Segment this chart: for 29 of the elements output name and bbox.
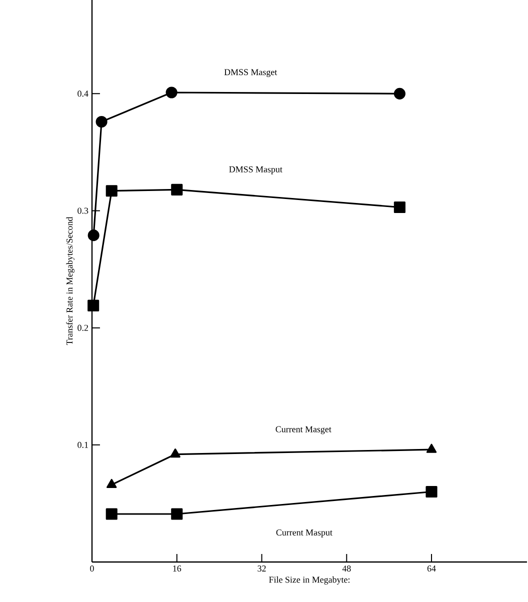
point: [171, 508, 183, 520]
point: [166, 86, 178, 98]
point: [171, 184, 183, 196]
y-tick-label: 0.4: [78, 90, 88, 97]
point: [96, 116, 108, 128]
series-label: DMSS Masget: [224, 69, 278, 78]
point: [394, 201, 406, 214]
point: [170, 448, 180, 458]
series-label: Current Masget: [276, 426, 332, 434]
point: [88, 300, 100, 312]
y-tick-label: 0.1: [78, 442, 88, 448]
x-tick-label: 16: [173, 566, 182, 572]
point: [426, 444, 437, 453]
x-tick-label: 64: [427, 566, 436, 572]
text: Current Masput: [276, 529, 332, 538]
point: [106, 478, 117, 488]
point: [88, 230, 100, 242]
point: [106, 508, 118, 520]
y-tick-label: 0.3: [78, 208, 88, 214]
point: [394, 88, 406, 100]
point: [106, 185, 118, 197]
point: [426, 486, 438, 498]
text: DMSS Masput: [229, 166, 282, 174]
y-axis-title: Transfer Rate in Megabytes/Second: [66, 216, 74, 346]
x-tick-label: 32: [258, 566, 266, 572]
x-axis-title: File Size in Megabyte:: [269, 576, 350, 585]
x-tick-label: 48: [342, 566, 351, 572]
x-tick-label: 0: [90, 566, 94, 572]
y-tick-label: 0.2: [78, 324, 88, 331]
